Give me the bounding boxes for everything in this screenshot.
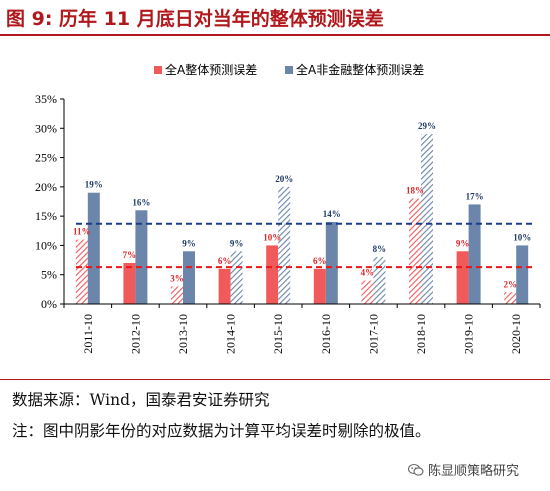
bar-group [75,134,529,304]
data-label: 2% [503,279,517,289]
data-label: 16% [132,197,150,207]
y-tick-label: 30% [35,121,57,135]
bar-total-2016-10 [313,268,326,304]
data-label: 9% [456,238,470,248]
data-label: 17% [466,191,484,201]
y-tick-label: 35% [35,92,57,106]
data-label: 6% [218,256,232,266]
bar-total-2019-10 [456,251,469,304]
y-tick-label: 15% [35,209,57,223]
x-tick-label: 2015-10 [271,314,285,354]
bar-nonfin-2015-10 [278,186,291,304]
note-text: 注：图中阴影年份的对应数据为计算平均误差时剔除的极值。 [12,422,431,440]
data-label: 7% [123,250,137,260]
y-tick-label: 5% [41,268,57,282]
x-tick-label: 2019-10 [462,314,476,354]
data-label: 29% [418,121,436,131]
data-label: 10% [263,232,281,242]
legend-label: 全A整体预测误差 [165,62,257,77]
y-tick-label: 20% [35,180,57,194]
bar-total-2013-10 [171,286,183,304]
bar-nonfin-2014-10 [230,251,243,304]
y-tick-label: 10% [35,238,57,252]
footer-divider [0,379,550,380]
x-tick-label: 2017-10 [366,314,380,354]
y-tick-label: 25% [35,151,57,165]
figure-title: 图 9: 历年 11 月底日对当年的整体预测误差 [6,8,384,30]
bar-nonfin-2019-10 [468,204,481,304]
data-labels: 11% 7% 3% 6% 10% 6% 4% 18% 9% 2% 19% 16% 9% 9% 20% 14% 8… [73,121,531,289]
bar-nonfin-2013-10 [183,251,195,304]
x-tick-label: 2014-10 [224,314,238,354]
data-label: 14% [323,209,341,219]
bar-nonfin-2011-10 [87,192,100,304]
bar-total-2020-10 [504,292,517,304]
x-tick-label: 2012-10 [128,314,142,354]
data-label: 11% [73,227,91,237]
y-tick-label: 0% [41,297,57,311]
legend-swatch-total [154,66,162,74]
x-tick-label: 2011-10 [81,314,95,354]
bar-nonfin-2020-10 [516,245,529,304]
source-text: 数据来源：Wind，国泰君安证券研究 [12,391,270,409]
title-divider [0,34,550,36]
x-tick-label: 2013-10 [176,314,190,354]
data-label: 9% [182,238,196,248]
x-tick-label: 2016-10 [319,314,333,354]
data-label: 10% [513,232,531,242]
x-tick-label: 2018-10 [414,314,428,354]
data-label: 6% [313,256,327,266]
legend-swatch-nonfin [285,66,293,74]
bar-nonfin-2012-10 [135,210,148,304]
bar-total-2014-10 [218,268,231,304]
bar-total-2015-10 [266,245,279,304]
chart-legend: 全A整体预测误差 全A非金融整体预测误差 [154,62,424,77]
average-lines [76,222,534,269]
data-label: 20% [275,174,293,184]
bar-total-2018-10 [409,198,421,304]
data-label: 19% [85,180,103,190]
bar-total-2017-10 [361,280,374,304]
legend-label: 全A非金融整体预测误差 [296,62,424,77]
bar-nonfin-2018-10 [421,134,433,304]
bar-total-2011-10 [75,239,88,304]
bar-nonfin-2017-10 [373,257,386,304]
wechat-icon [408,463,424,476]
data-label: 4% [361,268,375,278]
bar-chart: 全A整体预测误差 全A非金融整体预测误差 0% 5% 10% 15% 20% 25% 30% 3… [35,62,541,354]
bar-total-2012-10 [123,263,136,304]
watermark: 陈显顺策略研究 [408,460,519,479]
bar-nonfin-2016-10 [325,222,338,304]
y-axis: 0% 5% 10% 15% 20% 25% 30% 35% [35,92,65,311]
data-label: 3% [170,273,184,283]
x-axis: 2011-10 2012-10 2013-10 2014-10 2015-10 2016-… [63,303,541,354]
data-label: 8% [373,244,387,254]
watermark-text: 陈显顺策略研究 [428,464,520,479]
data-label: 9% [230,238,244,248]
data-label: 18% [406,186,424,196]
x-tick-label: 2020-10 [509,314,523,354]
